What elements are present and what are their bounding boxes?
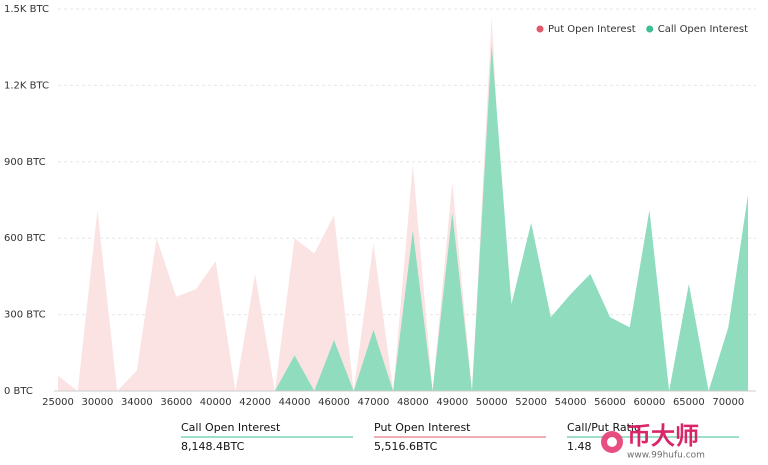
x-tick-label: 60000 bbox=[634, 397, 666, 408]
x-tick-label: 30000 bbox=[82, 397, 114, 408]
area bbox=[58, 44, 748, 392]
x-tick-label: 36000 bbox=[160, 397, 192, 408]
y-tick-label: 1.5K BTC bbox=[4, 4, 49, 15]
y-tick-label: 0 BTC bbox=[4, 386, 33, 397]
legend-swatch bbox=[536, 25, 544, 33]
x-tick-label: 46000 bbox=[318, 397, 350, 408]
x-tick-label: 54000 bbox=[555, 397, 587, 408]
x-tick-label: 56000 bbox=[594, 397, 626, 408]
x-tick-label: 52000 bbox=[515, 397, 547, 408]
watermark-name: 币大师 bbox=[627, 422, 699, 450]
summary-label: Call Open Interest bbox=[181, 421, 281, 434]
summary-label: Put Open Interest bbox=[374, 421, 471, 434]
summary-value: 8,148.4BTC bbox=[181, 440, 245, 453]
summary-label: Call/Put Ratio bbox=[567, 421, 641, 434]
summary-value: 1.48 bbox=[567, 440, 592, 453]
watermark-url: www.99hufu.com bbox=[627, 451, 705, 461]
x-tick-label: 34000 bbox=[121, 397, 153, 408]
y-tick-label: 600 BTC bbox=[4, 233, 46, 244]
x-tick-label: 50000 bbox=[476, 397, 508, 408]
y-tick-label: 900 BTC bbox=[4, 157, 46, 168]
legend-label: Put Open Interest bbox=[548, 24, 636, 35]
legend-label: Call Open Interest bbox=[658, 24, 748, 35]
y-tick-label: 1.2K BTC bbox=[4, 80, 49, 91]
summary-value: 5,516.6BTC bbox=[374, 440, 438, 453]
x-tick-label: 49000 bbox=[436, 397, 468, 408]
x-tick-label: 25000 bbox=[42, 397, 74, 408]
x-tick-label: 44000 bbox=[279, 397, 311, 408]
x-tick-label: 70000 bbox=[712, 397, 744, 408]
x-tick-label: 65000 bbox=[673, 397, 705, 408]
x-tick-label: 48000 bbox=[397, 397, 429, 408]
x-tick-label: 42000 bbox=[239, 397, 271, 408]
watermark-logo-center bbox=[607, 437, 617, 447]
x-tick-label: 47000 bbox=[358, 397, 390, 408]
watermark: 币大师 www.99hufu.com bbox=[601, 422, 705, 461]
legend-swatch bbox=[646, 25, 654, 33]
x-tick-label: 40000 bbox=[200, 397, 232, 408]
y-tick-label: 300 BTC bbox=[4, 310, 46, 321]
